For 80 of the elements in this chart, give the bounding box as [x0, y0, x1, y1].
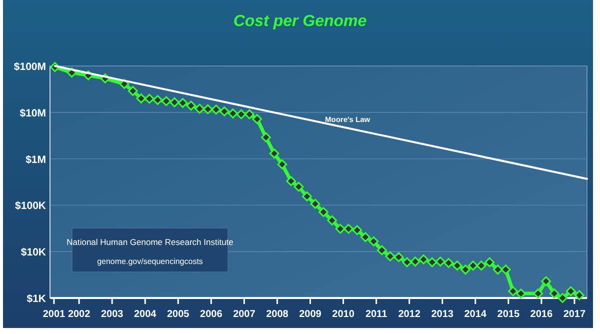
point	[170, 97, 180, 108]
x-tick-label: 2012	[398, 309, 421, 320]
x-tick-label: 2005	[167, 309, 190, 320]
point	[219, 106, 230, 116]
point	[484, 257, 495, 268]
x-tick-label: 2008	[266, 309, 289, 320]
x-tick-label: 2004	[134, 309, 157, 320]
point	[294, 182, 304, 192]
chart-title: Cost per Genome	[233, 13, 367, 30]
point	[394, 252, 404, 262]
point	[269, 148, 280, 158]
x-tick-label: 2016	[530, 309, 553, 320]
point	[152, 95, 163, 105]
point	[310, 198, 320, 209]
annotation: genome.gov/sequencingcosts	[97, 257, 203, 266]
point	[500, 264, 511, 275]
point	[468, 260, 478, 271]
point	[302, 191, 312, 202]
y-tick-label: $1M	[26, 154, 46, 166]
point	[460, 264, 470, 275]
point	[427, 257, 438, 268]
x-tick-label: 2013	[431, 309, 454, 320]
point	[452, 260, 462, 271]
point	[136, 93, 146, 104]
point	[178, 98, 188, 108]
point	[435, 256, 446, 267]
point	[492, 264, 503, 275]
point	[161, 96, 172, 106]
point	[202, 104, 213, 114]
point	[186, 100, 196, 111]
point	[368, 236, 379, 246]
point	[286, 176, 296, 186]
y-tick-label: $100M	[14, 61, 46, 73]
point	[476, 260, 486, 271]
point	[228, 108, 238, 118]
point	[385, 251, 396, 262]
x-tick-label: 2003	[100, 309, 124, 320]
x-tick-label: 2002	[68, 309, 91, 320]
x-tick-label: 2006	[200, 309, 223, 320]
x-tick-label: 2011	[365, 309, 388, 320]
point	[277, 159, 288, 170]
annotation: National Human Genome Research Institute	[66, 237, 234, 247]
point	[194, 104, 205, 114]
point	[236, 109, 246, 120]
point	[335, 224, 346, 234]
x-tick-label: 2009	[299, 309, 322, 320]
point	[516, 288, 526, 298]
x-tick-label: 2001	[42, 309, 66, 320]
point	[352, 225, 362, 236]
point	[558, 293, 568, 303]
x-tick-label: 2010	[332, 309, 355, 320]
x-tick-label: 2015	[497, 309, 520, 320]
y-tick-label: $100K	[15, 200, 46, 212]
point	[144, 94, 154, 104]
point	[566, 286, 576, 296]
point	[541, 276, 551, 286]
point	[574, 290, 584, 300]
point	[508, 286, 518, 296]
point	[261, 132, 271, 142]
point	[252, 114, 262, 124]
point	[318, 207, 328, 218]
x-tick-label: 2014	[464, 309, 487, 320]
y-tick-label: $10K	[20, 246, 46, 259]
x-tick-label: 2017	[563, 309, 586, 320]
point	[444, 258, 454, 268]
point	[128, 86, 138, 96]
point	[360, 232, 370, 242]
point	[244, 109, 254, 120]
point	[376, 245, 387, 256]
point	[327, 215, 337, 226]
point	[344, 224, 354, 234]
point	[418, 254, 428, 264]
x-tick-label: 2007	[233, 309, 256, 320]
point	[549, 288, 560, 298]
y-tick-label: $10M	[20, 107, 46, 120]
point	[410, 256, 420, 267]
point	[402, 257, 412, 268]
y-tick-label: $1K	[26, 293, 46, 305]
point	[211, 104, 222, 115]
point	[533, 288, 544, 298]
